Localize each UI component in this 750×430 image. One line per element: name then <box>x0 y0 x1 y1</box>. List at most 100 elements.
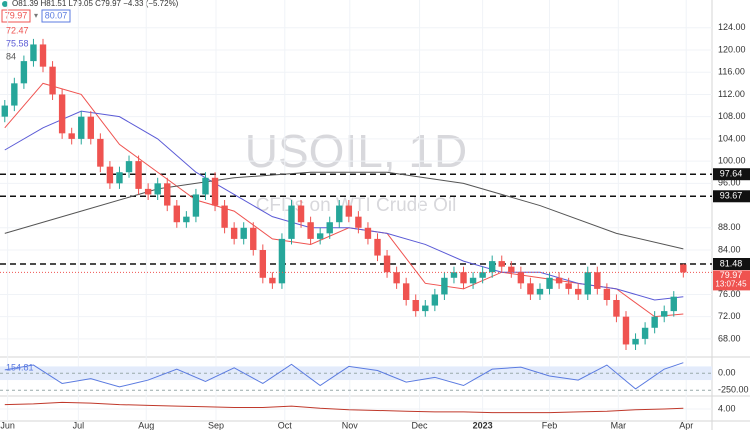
candle-body <box>517 272 525 284</box>
level-label: 97.64 <box>720 169 743 179</box>
ma-legend: 75.58 <box>6 38 29 48</box>
spread-icon: ▾ <box>34 11 38 20</box>
candle-body <box>402 283 410 300</box>
moving-average <box>4 171 684 250</box>
y-tick-label: 72.00 <box>718 311 741 321</box>
y-tick-label: 88.00 <box>718 222 741 232</box>
x-tick-label: Jun <box>0 420 15 430</box>
candle-body <box>632 338 639 345</box>
watermark-subtitle: CFDs on WTI Crude Oil <box>256 195 457 216</box>
bid: 79.97 <box>5 10 28 20</box>
level-label-box <box>713 258 750 270</box>
candle-body <box>622 316 630 345</box>
candle-body <box>97 138 104 167</box>
candle-body <box>565 283 572 289</box>
candle-body <box>584 272 591 295</box>
y-tick-label: 124.00 <box>718 22 746 32</box>
candle-body <box>393 272 400 284</box>
candle-body <box>125 161 133 173</box>
status-dot <box>2 1 8 7</box>
ask: 80.07 <box>45 10 68 20</box>
candle-body <box>498 261 505 267</box>
watermark: USOIL, 1D <box>245 125 467 177</box>
ohlc-header: O81.39 H81.51 L79.05 C79.97 −4.33 (−5.72… <box>12 0 179 8</box>
candle-body <box>192 194 200 217</box>
candle-body <box>211 177 219 206</box>
y-tick-label: 116.00 <box>718 67 745 77</box>
candle-body <box>68 133 75 139</box>
cci-legend: 154.81 <box>6 362 34 372</box>
candle-body <box>441 277 448 295</box>
candle-body <box>39 44 47 67</box>
candle-body <box>164 183 171 206</box>
candle-body <box>173 205 181 223</box>
ask-box <box>41 9 71 23</box>
y-tick-label: 84.00 <box>718 244 741 254</box>
candle-body <box>575 288 582 295</box>
candle-body <box>316 233 324 239</box>
countdown: 13:07:45 <box>715 279 747 288</box>
candle-body <box>345 205 353 217</box>
candle-body <box>144 188 152 195</box>
candle-body <box>278 238 286 284</box>
level-label: 81.48 <box>720 258 743 268</box>
candle-body <box>651 316 658 328</box>
x-tick-label: Feb <box>542 420 558 430</box>
candle-body <box>87 116 94 139</box>
current-price: 79.97 <box>720 270 743 280</box>
candle-body <box>383 255 391 273</box>
candle-body <box>106 166 114 184</box>
current-price-box <box>713 270 750 291</box>
candle-body <box>269 277 276 284</box>
candle-body <box>594 272 601 289</box>
candle-body <box>546 277 553 289</box>
x-tick-label: Sep <box>208 420 224 430</box>
candle-body <box>680 264 687 273</box>
y-tick-label: 96.00 <box>718 178 741 188</box>
y-tick-label: 112.00 <box>718 89 745 99</box>
candle-body <box>364 227 372 239</box>
y-tick-label: 68.00 <box>718 333 741 343</box>
candle-body <box>374 238 381 256</box>
candle-body <box>202 177 209 195</box>
x-tick-label: Jul <box>73 420 85 430</box>
y-tick-label: 104.00 <box>718 133 746 143</box>
candle-body <box>479 272 486 278</box>
cci-tick-label: -250.00 <box>718 385 749 395</box>
candle-body <box>326 222 333 234</box>
candle-body <box>30 44 37 62</box>
candle-body <box>221 205 228 228</box>
candle-body <box>49 66 56 95</box>
candle-body <box>1 105 8 117</box>
candle-body <box>135 161 142 189</box>
candle-body <box>11 83 18 106</box>
lower-tick-label: 4.00 <box>718 403 736 413</box>
x-tick-label: Mar <box>611 420 627 430</box>
candle-body <box>508 266 515 273</box>
x-tick-label: 2023 <box>473 420 493 430</box>
candle-body <box>58 94 66 134</box>
candle-body <box>670 296 677 312</box>
cci-line <box>4 362 684 390</box>
cci-tick-label: 0.00 <box>718 368 736 378</box>
candle-body <box>355 216 362 228</box>
bid-box <box>1 9 31 23</box>
candle-body <box>488 261 496 273</box>
candle-body <box>536 288 544 295</box>
candle-body <box>288 205 295 239</box>
candle-body <box>450 272 458 278</box>
level-label: 93.67 <box>720 191 743 201</box>
candle-body <box>613 300 620 317</box>
candle-body <box>603 288 611 300</box>
candle-body <box>641 327 649 339</box>
level-label-box <box>713 190 750 203</box>
x-tick-label: Aug <box>138 420 154 430</box>
ma-legend: 84 <box>6 51 16 61</box>
x-tick-label: Apr <box>679 420 693 430</box>
y-tick-label: 120.00 <box>718 44 746 54</box>
candle-body <box>412 300 419 312</box>
y-tick-label: 100.00 <box>718 155 746 165</box>
candle-body <box>297 205 305 223</box>
candle-body <box>307 222 314 239</box>
